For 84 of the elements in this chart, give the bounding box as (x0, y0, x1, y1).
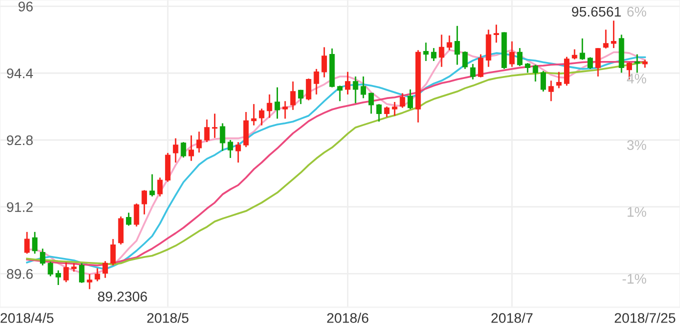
y2-tick-label: 4% (626, 74, 646, 84)
candlestick (322, 46, 327, 78)
candlestick (376, 103, 382, 122)
candlestick (314, 68, 320, 96)
candlestick (79, 262, 84, 284)
candlestick (258, 108, 264, 126)
candlestick (102, 260, 108, 279)
y-tick-label: 89.6 (6, 269, 33, 279)
y2-tick-label: 1% (628, 207, 646, 217)
candlestick (400, 92, 406, 109)
candlestick (603, 28, 609, 50)
candlestick (572, 48, 578, 60)
candlestick (509, 40, 515, 68)
x-tick-label: 2018/4/5 (0, 312, 54, 323)
candlestick (595, 47, 601, 78)
candlestick (384, 106, 390, 118)
candlestick (408, 88, 413, 110)
annotation: 89.2306 (98, 292, 147, 302)
candlestick (220, 122, 226, 152)
candlestick (454, 25, 460, 66)
candlestick (517, 47, 522, 67)
candlestick (142, 189, 148, 216)
candlestick (345, 71, 350, 96)
candlestick (134, 202, 140, 228)
candlestick (532, 64, 538, 82)
candlestick (580, 38, 586, 60)
candlestick (32, 231, 38, 254)
candlestick (94, 268, 100, 282)
candlestick (251, 103, 257, 126)
candlestick (86, 273, 92, 290)
candlestick (40, 248, 46, 266)
candlestick (126, 212, 132, 226)
y2-tick-label: -1% (622, 274, 646, 284)
candlestick (266, 94, 272, 119)
candlestick (196, 130, 202, 154)
y-tick-label: 94.4 (6, 68, 33, 78)
y2-tick-label: 3% (627, 140, 646, 150)
candlestick (462, 50, 468, 70)
candlestick (556, 71, 562, 89)
candlestick (494, 24, 500, 44)
candlestick (204, 118, 210, 143)
candlestick (56, 270, 61, 286)
candlestick (157, 176, 163, 198)
candlestick (298, 89, 304, 105)
candlestick (235, 141, 241, 164)
candlestick (360, 76, 366, 99)
x-tick-label: 2018/6 (327, 312, 368, 323)
candlestick (634, 54, 640, 74)
annotation: 95.6561 (572, 6, 621, 17)
candlestick (24, 231, 30, 254)
candlestick (438, 34, 444, 68)
y2-tick-label: 6% (627, 6, 646, 17)
candlestick (48, 260, 54, 277)
candlestick (423, 42, 429, 62)
candlestick (228, 139, 234, 159)
y-tick-label: 96 (18, 2, 33, 12)
candlestick (110, 238, 116, 266)
candlestick (172, 138, 178, 164)
y-tick-label: 92.8 (6, 135, 33, 146)
candlestick (548, 80, 554, 102)
candlestick (337, 84, 343, 102)
candlestick (524, 62, 530, 74)
candlestick (478, 54, 484, 78)
candlestick (180, 141, 186, 158)
candlestick (470, 63, 476, 80)
candlestick (392, 101, 398, 116)
y-tick-label: 91.2 (6, 202, 33, 212)
candlestick (352, 76, 358, 104)
x-tick-label: 2018/5 (147, 312, 188, 323)
x-tick-label: 2018/7 (491, 312, 533, 323)
candlestick (540, 70, 546, 92)
candlestick (149, 174, 155, 198)
x-tick-label: 2018/7/25 (614, 312, 676, 323)
candlestick (368, 92, 374, 114)
candlestick (188, 134, 194, 162)
candlestick (212, 112, 218, 139)
candlestick (274, 86, 280, 120)
candlestick (290, 80, 296, 111)
candlestick (63, 262, 69, 283)
candlestick (282, 100, 288, 120)
candlestick (610, 20, 616, 49)
candlestick (431, 47, 436, 62)
candlestick (306, 78, 312, 101)
candlestick (446, 34, 452, 51)
